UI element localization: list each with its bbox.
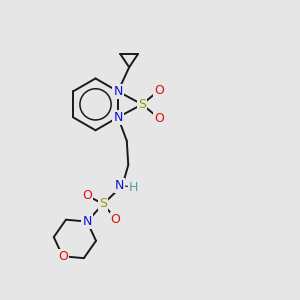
Text: S: S <box>138 98 146 111</box>
Text: H: H <box>129 181 138 194</box>
Text: S: S <box>99 197 107 210</box>
Text: N: N <box>113 85 123 98</box>
Text: O: O <box>111 213 121 226</box>
Text: N: N <box>82 215 92 228</box>
Text: N: N <box>115 178 124 191</box>
Text: O: O <box>154 84 164 97</box>
Text: N: N <box>113 111 123 124</box>
Text: O: O <box>82 189 92 202</box>
Text: O: O <box>58 250 68 263</box>
Text: O: O <box>154 112 164 125</box>
